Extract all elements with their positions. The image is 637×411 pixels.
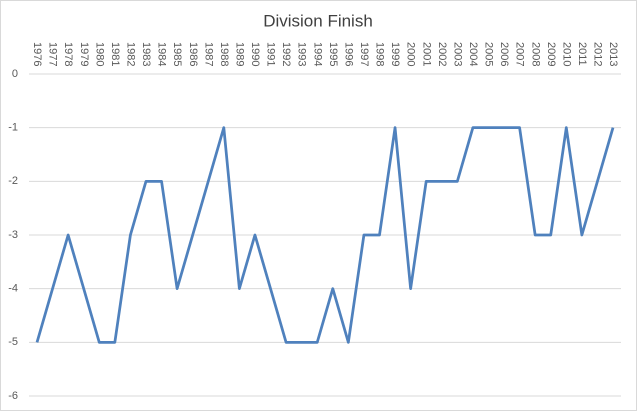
x-tick-label: 1977 [47,42,59,66]
x-tick-label: 1985 [171,42,183,66]
x-tick-label: 1991 [265,42,277,66]
x-tick-label: 1996 [342,42,354,66]
x-tick-label: 2001 [420,42,432,66]
x-tick-label: 2009 [545,42,557,66]
x-tick-label: 1976 [31,42,43,66]
x-tick-label: 2012 [592,42,604,66]
x-tick-label: 1994 [311,42,323,66]
x-tick-label: 1999 [389,42,401,66]
y-tick-label: -5 [8,336,18,348]
x-tick-label: 2005 [483,42,495,66]
x-tick-label: 1981 [109,42,121,66]
x-tick-label: 1978 [62,42,74,66]
y-tick-label: -1 [8,122,18,134]
x-tick-label: 2007 [514,42,526,66]
x-tick-label: 2010 [560,42,572,66]
x-tick-label: 1995 [327,42,339,66]
x-tick-label: 1987 [202,42,214,66]
y-tick-label: -6 [8,390,18,402]
y-tick-label: 0 [12,68,18,80]
line [35,126,615,344]
x-tick-label: 2013 [607,42,619,66]
x-tick-label: 2000 [405,42,417,66]
x-tick-label: 1984 [156,42,168,66]
y-tick-label: -3 [8,229,18,241]
y-tick-label: -4 [8,283,18,295]
x-tick-label: 2006 [498,42,510,66]
x-tick-label: 1983 [140,42,152,66]
x-tick-label: 1986 [187,42,199,66]
x-tick-label: 2008 [529,42,541,66]
x-tick-label: 1990 [249,42,261,66]
x-tick-label: 1988 [218,42,230,66]
x-tick-label: 1997 [358,42,370,66]
x-tick-label: 1992 [280,42,292,66]
x-tick-label: 1982 [124,42,136,66]
x-tick-label: 2011 [576,42,588,66]
chart-title: Division Finish [263,11,373,30]
x-tick-label: 2004 [467,42,479,66]
x-tick-label: 2002 [436,42,448,66]
x-tick-label: 1979 [78,42,90,66]
x-tick-label: 1980 [93,42,105,66]
x-tick-label: 1989 [233,42,245,66]
y-tick-label: -2 [8,175,18,187]
x-tick-label: 1998 [374,42,386,66]
x-tick-label: 1993 [296,42,308,66]
x-tick-label: 2003 [451,42,463,66]
